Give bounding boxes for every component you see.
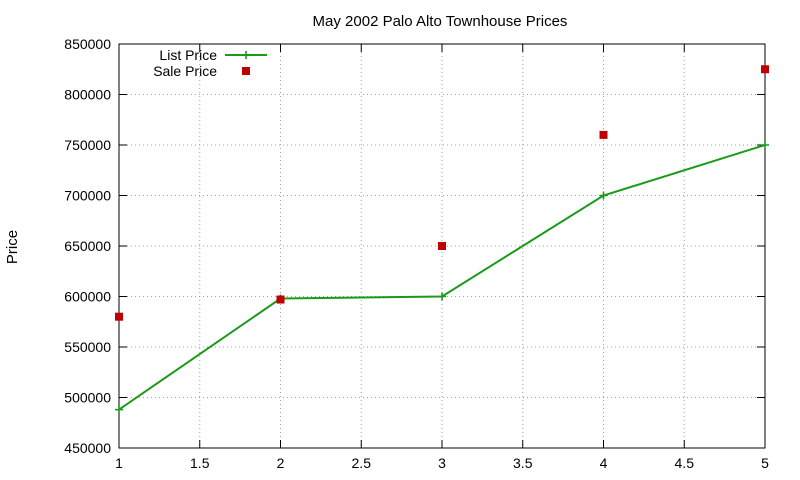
y-tick-label: 750000 bbox=[64, 137, 111, 153]
y-axis: 450000 500000 550000 600000 650000 700000 7500… bbox=[64, 36, 765, 456]
x-tick-label: 2.5 bbox=[352, 455, 372, 471]
sale-price-point bbox=[599, 130, 608, 139]
x-tick-label: 4 bbox=[600, 455, 608, 471]
x-tick-label: 3 bbox=[438, 455, 446, 471]
sale-price-point bbox=[438, 242, 446, 250]
list-price-point bbox=[438, 292, 446, 301]
y-tick-label: 450000 bbox=[64, 440, 111, 456]
x-tick-label: 3.5 bbox=[513, 455, 533, 471]
y-axis-label: Price bbox=[4, 230, 21, 264]
x-tick-label: 1 bbox=[115, 455, 123, 471]
series-layer bbox=[115, 65, 769, 414]
x-tick-label: 5 bbox=[761, 455, 769, 471]
list-price-point bbox=[599, 191, 608, 200]
legend-label: List Price bbox=[159, 47, 217, 63]
list-price-point bbox=[115, 405, 123, 414]
sale-price-point bbox=[115, 312, 123, 321]
y-tick-label: 550000 bbox=[64, 339, 111, 355]
sale-price-point bbox=[276, 295, 285, 304]
legend-label: Sale Price bbox=[153, 63, 217, 79]
y-tick-label: 500000 bbox=[64, 390, 111, 406]
list-price-point bbox=[761, 141, 769, 149]
legend-marker bbox=[242, 67, 250, 75]
x-axis: 1 1.5 2 2.5 3 3.5 4 4.5 5 bbox=[115, 44, 769, 471]
y-tick-label: 850000 bbox=[64, 36, 111, 52]
grid bbox=[119, 44, 765, 448]
x-tick-label: 2 bbox=[277, 455, 285, 471]
x-tick-label: 1.5 bbox=[190, 455, 210, 471]
y-tick-label: 700000 bbox=[64, 188, 111, 204]
chart-title: May 2002 Palo Alto Townhouse Prices bbox=[313, 13, 568, 30]
y-tick-label: 800000 bbox=[64, 87, 111, 103]
y-tick-label: 600000 bbox=[64, 289, 111, 305]
sale-price-point bbox=[761, 65, 769, 74]
y-tick-label: 650000 bbox=[64, 238, 111, 254]
x-tick-label: 4.5 bbox=[675, 455, 695, 471]
legend-marker bbox=[242, 51, 250, 59]
